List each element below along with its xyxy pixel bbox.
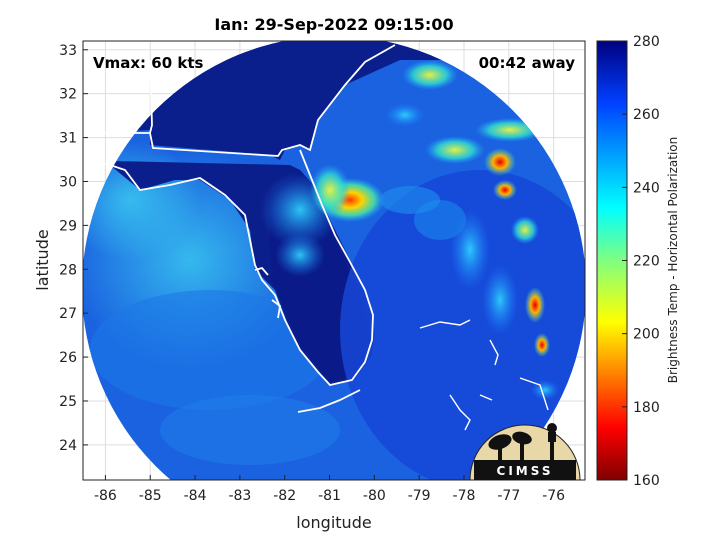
x-tick-label: -81 (318, 488, 341, 504)
figure-title: Ian: 29-Sep-2022 09:15:00 (214, 15, 453, 34)
colorbar-tick-label: 280 (633, 34, 660, 50)
vmax-annotation: Vmax: 60 kts (93, 54, 203, 72)
x-tick-label: -76 (542, 488, 565, 504)
islands (419, 319, 584, 441)
x-axis-label: longitude (296, 513, 371, 532)
plot-area: -86 -85 -84 -83 -82 -81 -80 -79 -78 -77 -76 33 32 31… (59, 40, 586, 504)
logo-satellite-dishes-icon (488, 423, 557, 462)
y-tick-label: 28 (59, 262, 77, 278)
x-tick-label: -84 (184, 488, 207, 504)
colorbar-tick-label: 180 (633, 400, 660, 416)
land-mass (83, 41, 585, 385)
x-axis-ticks: -86 -85 -84 -83 -82 -81 -80 -79 -78 -77 -76 (94, 475, 565, 504)
colorbar-tick-label: 260 (633, 107, 660, 123)
x-tick-label: -82 (273, 488, 296, 504)
y-tick-label: 33 (59, 43, 77, 59)
colorbar-tick-label: 220 (633, 254, 660, 270)
y-tick-label: 27 (59, 306, 77, 322)
x-tick-label: -79 (408, 488, 431, 504)
colorbar-tick-label: 160 (633, 473, 660, 489)
y-tick-label: 30 (59, 174, 77, 190)
colorbar: 280 260 240 220 200 180 160 Brightness Temp - … (596, 34, 680, 489)
time-away-annotation: 00:42 away (479, 54, 576, 72)
y-tick-label: 32 (59, 87, 77, 103)
x-tick-label: -80 (363, 488, 386, 504)
y-tick-label: 24 (59, 438, 77, 454)
x-tick-label: -77 (497, 488, 520, 504)
colorbar-tick-label: 240 (633, 180, 660, 196)
x-tick-label: -78 (453, 488, 476, 504)
colorbar-ticks: 280 260 240 220 200 180 160 (622, 34, 660, 489)
y-tick-label: 25 (59, 394, 77, 410)
y-tick-label: 29 (59, 218, 77, 234)
x-tick-label: -86 (94, 488, 117, 504)
x-tick-label: -83 (228, 488, 251, 504)
x-tick-label: -85 (139, 488, 162, 504)
logo-text: CIMSS (497, 464, 554, 478)
coastlines (83, 44, 396, 413)
colorbar-label: Brightness Temp - Horizontal Polarizatio… (666, 137, 680, 384)
cimss-logo: CIMSS (469, 423, 581, 481)
plot-border (82, 40, 586, 481)
y-axis-ticks: 33 32 31 30 29 28 27 26 25 24 (59, 43, 88, 454)
y-tick-label: 26 (59, 350, 77, 366)
colorbar-tick-label: 200 (633, 327, 660, 343)
brightness-temp-swath (83, 41, 585, 480)
y-axis-label: latitude (33, 229, 52, 290)
y-tick-label: 31 (59, 131, 77, 147)
